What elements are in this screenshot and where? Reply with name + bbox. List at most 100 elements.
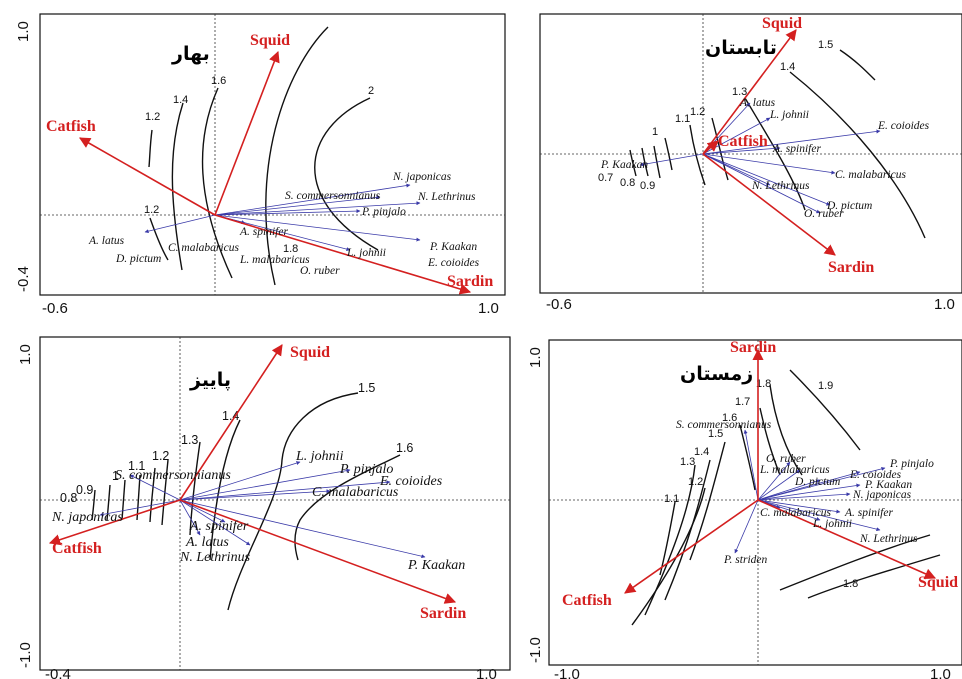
isoline-label: 1.1 (675, 113, 690, 125)
season-title: زمستان (680, 363, 753, 385)
plot-frame (39, 336, 511, 671)
isoline (779, 534, 931, 591)
species-label: L. johnii (295, 449, 344, 464)
species-label: A. latus (88, 235, 125, 247)
species-label: P. Kaakan (600, 159, 648, 171)
species-vector (757, 479, 821, 501)
isoline-label: 1.3 (181, 433, 198, 447)
x-tick-right: 1.0 (934, 296, 955, 313)
isoline-label: 1.7 (735, 396, 750, 408)
vector-catfish (702, 140, 719, 155)
species-label: A. spinifer (772, 143, 821, 155)
isoline-label: 1.6 (722, 412, 737, 424)
species-label: A. spinifer (189, 519, 249, 534)
isoline-label: 2 (368, 85, 374, 97)
isoline (106, 484, 111, 521)
species-vector (179, 461, 301, 501)
species-label: D. pictum (115, 253, 161, 265)
vector-label-squid: Squid (250, 32, 290, 49)
isoline (149, 467, 156, 523)
isoline-label: 1.5 (818, 39, 833, 51)
species-vector (179, 468, 351, 501)
isoline-label: 1.2 (690, 106, 705, 118)
y-tick-bottom: -1.0 (527, 637, 544, 663)
species-vector (214, 214, 351, 252)
isoline-label: 1.5 (358, 381, 375, 395)
species-label: O. ruber (804, 208, 844, 220)
vector-sardin (179, 499, 457, 604)
species-vector (179, 499, 426, 559)
species-vector (99, 499, 181, 517)
isoline (689, 441, 726, 561)
x-tick-left: -0.4 (45, 666, 71, 679)
species-label: N. Lethrinus (859, 533, 918, 545)
y-tick-bottom: -0.4 (15, 266, 32, 292)
species-label: N. Lethrinus (417, 191, 476, 203)
species-vector (214, 214, 421, 242)
isoline-label: 1.9 (818, 380, 833, 392)
isoline (227, 392, 359, 611)
isoline (294, 454, 401, 561)
isoline-label: 1.8 (283, 243, 298, 255)
species-vector (757, 499, 841, 514)
species-label: O. ruber (766, 453, 806, 465)
species-vector (757, 469, 801, 501)
species-label: N. Lethrinus (179, 550, 251, 565)
season-title: پاییز (189, 369, 231, 391)
isoline (759, 407, 781, 476)
species-label: C. malabaricus (168, 242, 239, 254)
y-tick-top: 1.0 (527, 347, 544, 368)
isoline-label: 1.4 (780, 61, 795, 73)
isoline-label: 1.1 (664, 493, 679, 505)
species-label: N. japonicas (852, 489, 912, 501)
vector-label-squid: Squid (918, 574, 958, 591)
species-vector (702, 153, 836, 175)
isoline (711, 117, 729, 181)
species-label: C. malabaricus (835, 169, 906, 181)
vector-catfish (48, 499, 181, 546)
x-tick-right: 1.0 (476, 666, 497, 679)
vector-label-catfish: Catfish (46, 118, 96, 135)
species-label: P. Kaakan (407, 558, 465, 573)
species-label: N. japonicas (392, 171, 452, 183)
isoline-label: 0.8 (60, 491, 77, 505)
x-tick-left: -1.0 (554, 666, 580, 679)
species-label: P. pinjalo (889, 458, 934, 470)
species-vector (702, 129, 881, 155)
isoline (91, 489, 96, 521)
vector-label-sardin: Sardin (730, 339, 776, 356)
isoline-label: 1.5 (708, 428, 723, 440)
species-vector (757, 466, 886, 501)
species-vector (757, 483, 861, 501)
isoline-label: 1.6 (396, 441, 413, 455)
isoline (189, 441, 201, 536)
species-vector (702, 146, 781, 155)
isoline (629, 149, 637, 177)
species-label: L. johnii (769, 109, 809, 121)
species-vector (757, 499, 881, 532)
isoline-label: 1.2 (688, 476, 703, 488)
vector-squid (214, 50, 280, 216)
isoline (265, 26, 329, 286)
vector-catfish (79, 137, 216, 216)
isoline (769, 384, 803, 476)
isoline (644, 464, 696, 616)
x-tick-right: 1.0 (930, 666, 951, 679)
isoline (664, 137, 673, 171)
vector-squid (702, 29, 797, 155)
species-label: A. latus (739, 97, 776, 109)
isoline (789, 71, 926, 239)
isoline-label: 1.2 (152, 449, 169, 463)
vector-label-squid: Squid (290, 344, 330, 361)
isoline-label: 1.1 (128, 459, 145, 473)
isoline-label: 1.4 (694, 446, 709, 458)
species-vector (757, 492, 851, 501)
isoline-label: 1.3 (680, 456, 695, 468)
isoline-label: 0.9 (640, 180, 655, 192)
species-label: E. coioides (427, 257, 480, 269)
species-vector (214, 201, 421, 216)
isoline-label: 1.8 (756, 378, 771, 390)
species-vector (179, 499, 251, 546)
species-label: A. latus (185, 535, 229, 550)
species-label: P. striden (723, 554, 767, 566)
